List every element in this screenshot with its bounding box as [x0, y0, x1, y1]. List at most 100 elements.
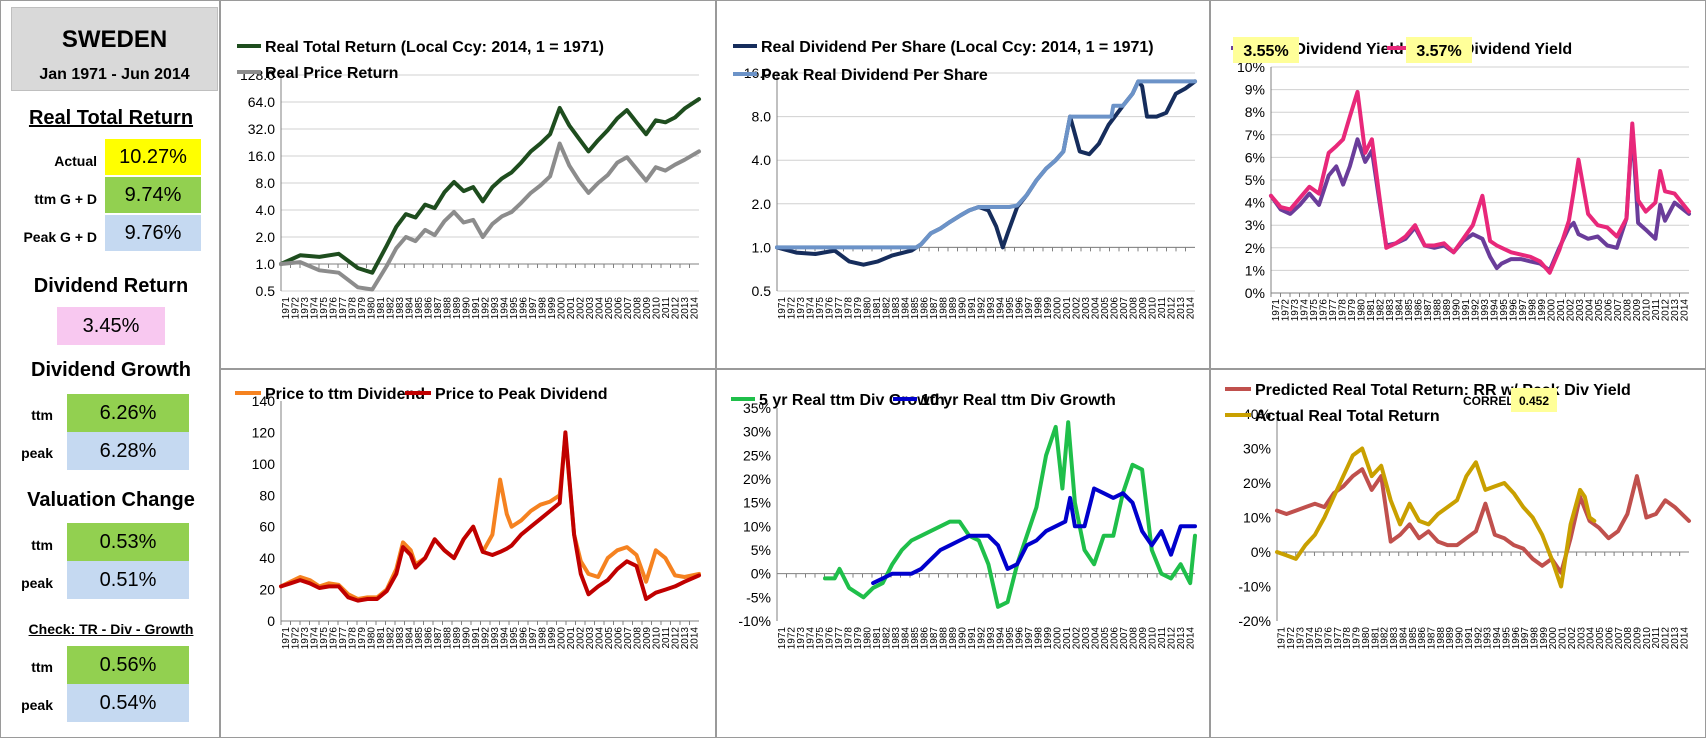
- y-tick-label: 0%: [1245, 285, 1265, 301]
- legend-label: Price to Peak Dividend: [435, 386, 608, 403]
- x-tick-label: 1981: [376, 297, 387, 320]
- x-tick-label: 2006: [1603, 299, 1614, 322]
- x-tick-label: 2003: [585, 297, 596, 320]
- x-tick-label: 2004: [1584, 299, 1595, 322]
- x-tick-label: 1973: [796, 297, 807, 320]
- x-tick-label: 2009: [1138, 297, 1149, 320]
- check-peak-label: peak: [21, 697, 53, 713]
- x-tick-label: 1978: [347, 627, 358, 650]
- series-line-1: [279, 433, 701, 601]
- x-tick-label: 1989: [1445, 627, 1456, 650]
- x-tick-label: 1995: [1501, 627, 1512, 650]
- x-tick-label: 2013: [1176, 297, 1187, 320]
- x-tick-label: 1972: [290, 297, 301, 320]
- y-tick-label: -10%: [738, 613, 771, 629]
- x-tick-label: 2005: [1100, 297, 1111, 320]
- real-return-chart: 0.51.02.04.08.016.032.064.0128.019711972…: [237, 39, 701, 320]
- x-tick-label: 2011: [661, 297, 672, 319]
- y-tick-label: 5%: [1245, 172, 1265, 188]
- y-tick-label: 0: [267, 613, 275, 629]
- x-tick-label: 2011: [1651, 299, 1662, 321]
- legend-label: Predicted Real Total Return: RR w/ Peak …: [1255, 382, 1631, 399]
- x-tick-label: 1990: [1451, 299, 1462, 322]
- x-tick-label: 2000: [1548, 627, 1559, 650]
- y-tick-label: 15%: [743, 495, 771, 511]
- valuation-ttm-label: ttm: [31, 537, 53, 553]
- valuation-peak-label: peak: [21, 575, 53, 591]
- y-tick-label: 30%: [1243, 441, 1271, 457]
- correl-value: 0.452: [1519, 394, 1549, 408]
- x-tick-label: 2009: [1633, 627, 1644, 650]
- dividend-growth-chart: -10%-5%0%5%10%15%20%25%30%35%19711972197…: [731, 392, 1197, 650]
- x-tick-label: 1979: [1347, 299, 1358, 322]
- x-tick-label: 1977: [1333, 627, 1344, 650]
- series-line-1: [775, 79, 1197, 267]
- price-to-dividend-chart: 0204060801001201401971197219731974197519…: [235, 386, 701, 650]
- x-tick-label: 1982: [1380, 627, 1391, 650]
- x-tick-label: 1974: [309, 297, 320, 320]
- x-tick-label: 1998: [537, 627, 548, 650]
- y-tick-label: 100: [252, 456, 276, 472]
- y-tick-label: 30%: [743, 424, 771, 440]
- chart-panel-real-return: 0.5 1.0 2.0 4.0 8.0 16.0 32.0 64.0 128.0 1971 1972…: [220, 0, 716, 369]
- x-tick-label: 1982: [1375, 299, 1386, 322]
- x-tick-label: 2003: [1576, 627, 1587, 650]
- legend-label: Real Dividend Per Share (Local Ccy: 2014…: [761, 39, 1154, 56]
- x-tick-label: 2010: [651, 297, 662, 320]
- x-tick-label: 1988: [1432, 299, 1443, 322]
- x-tick-label: 2007: [623, 297, 634, 320]
- x-tick-label: 1981: [376, 627, 387, 650]
- x-tick-label: 1984: [1398, 627, 1409, 650]
- x-tick-label: 2000: [1052, 297, 1063, 320]
- x-tick-label: 1987: [1427, 627, 1438, 650]
- legend-label: Real Total Return (Local Ccy: 2014, 1 = …: [265, 39, 604, 56]
- chart-panel-price-to-dividend: 0 20 40 60 80 100 120 140 1971 1972 1973 1974 1975 19…: [220, 369, 716, 738]
- x-tick-label: 1989: [452, 297, 463, 320]
- x-tick-label: 1983: [1385, 299, 1396, 322]
- x-tick-label: 1994: [1489, 299, 1500, 322]
- x-tick-label: 2012: [670, 297, 681, 320]
- x-tick-label: 1976: [824, 627, 835, 650]
- x-tick-label: 1980: [862, 627, 873, 650]
- check-ttm-value: 0.56%: [67, 646, 189, 684]
- y-tick-label: 16.0: [248, 148, 275, 164]
- x-tick-label: 2012: [1661, 627, 1672, 650]
- x-tick-label: 1974: [805, 297, 816, 320]
- div-growth-ttm-label: ttm: [31, 407, 53, 423]
- x-tick-label: 1994: [499, 297, 510, 320]
- x-tick-label: 2006: [1109, 627, 1120, 650]
- x-tick-label: 1996: [518, 627, 529, 650]
- x-tick-label: 2003: [1081, 297, 1092, 320]
- rtr-ttm-value: 9.74%: [105, 177, 201, 213]
- x-tick-label: 1978: [843, 297, 854, 320]
- x-tick-label: 1986: [1413, 299, 1424, 322]
- series-line-2: [871, 486, 1197, 586]
- x-tick-label: 1994: [995, 297, 1006, 320]
- x-tick-label: 1980: [1361, 627, 1372, 650]
- legend-label: Price to ttm Dividend: [265, 386, 425, 403]
- x-tick-label: 2007: [1613, 299, 1624, 322]
- x-tick-label: 1979: [853, 297, 864, 320]
- x-tick-label: 1975: [1314, 627, 1325, 650]
- check-heading: Check: TR - Div - Growth: [28, 621, 194, 637]
- x-tick-label: 2008: [1623, 627, 1634, 650]
- y-tick-label: 10%: [1243, 510, 1271, 526]
- x-tick-label: 2014: [1679, 299, 1690, 322]
- x-tick-label: 2007: [623, 627, 634, 650]
- x-tick-label: 2013: [680, 297, 691, 320]
- x-tick-label: 1971: [1271, 299, 1282, 322]
- chart-panel-dividend-yield: 0% 1% 2% 3% 4% 5% 6% 7% 8% 9% 10% 1971 1972 1973 1974 1…: [1210, 0, 1706, 369]
- x-tick-label: 2001: [566, 627, 577, 650]
- x-tick-label: 2005: [1594, 299, 1605, 322]
- rtr-actual-label: Actual: [54, 153, 97, 169]
- x-tick-label: 1981: [872, 297, 883, 320]
- y-tick-label: 2%: [1245, 240, 1265, 256]
- x-tick-label: 1981: [872, 627, 883, 650]
- x-tick-label: 1993: [490, 297, 501, 320]
- series-line-1: [279, 97, 701, 275]
- x-tick-label: 1974: [1305, 627, 1316, 650]
- x-tick-label: 2008: [632, 627, 643, 650]
- dividend-per-share-chart: 0.51.02.04.08.016.0197119721973197419751…: [733, 39, 1197, 320]
- chart-panel-dividend-per-share: 0.5 1.0 2.0 4.0 8.0 16.0 1971 1972 1973 1974 1975 1…: [716, 0, 1210, 369]
- y-tick-label: 20%: [743, 471, 771, 487]
